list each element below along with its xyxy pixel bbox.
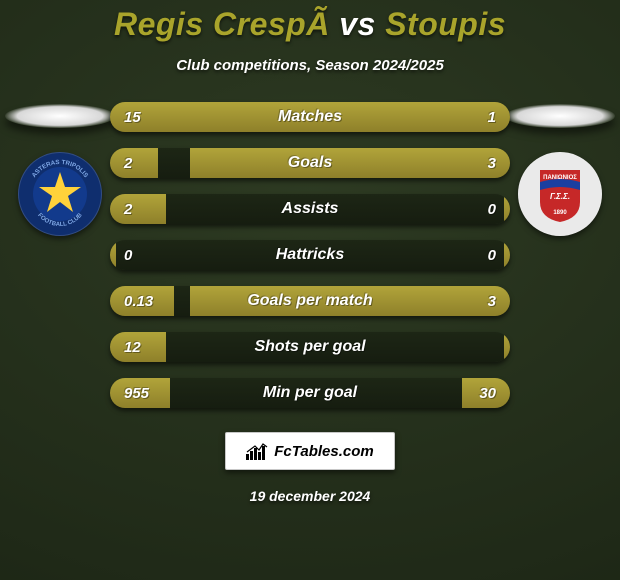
main-area: ASTERAS TRIPOLIS FOOTBALL CLUB ΠΑΝΙΩΝΙΟΣ… bbox=[0, 102, 620, 408]
footer-logo[interactable]: FcTables.com bbox=[225, 432, 395, 470]
stat-label: Assists bbox=[110, 194, 510, 224]
player2-name: Stoupis bbox=[385, 6, 506, 42]
player-silhouette-right bbox=[505, 104, 615, 128]
chart-icon bbox=[246, 442, 268, 460]
stat-row: 151Matches bbox=[110, 102, 510, 132]
stat-row: 23Goals bbox=[110, 148, 510, 178]
stat-label: Shots per goal bbox=[110, 332, 510, 362]
page-title: Regis CrespÃ vs Stoupis bbox=[0, 0, 620, 43]
stat-row: 00Hattricks bbox=[110, 240, 510, 270]
footer-date: 19 december 2024 bbox=[0, 488, 620, 504]
subtitle: Club competitions, Season 2024/2025 bbox=[0, 57, 620, 74]
stat-label: Goals bbox=[110, 148, 510, 178]
stat-row: 12Shots per goal bbox=[110, 332, 510, 362]
left-team-column: ASTERAS TRIPOLIS FOOTBALL CLUB bbox=[0, 102, 120, 236]
right-team-column: ΠΑΝΙΩΝΙΟΣ Γ.Σ.Σ. 1890 bbox=[500, 102, 620, 236]
panionios-badge-icon: ΠΑΝΙΩΝΙΟΣ Γ.Σ.Σ. 1890 bbox=[518, 152, 602, 236]
svg-text:1890: 1890 bbox=[553, 210, 567, 216]
stat-label: Min per goal bbox=[110, 378, 510, 408]
content: Regis CrespÃ vs Stoupis Club competition… bbox=[0, 0, 620, 580]
team-badge-right: ΠΑΝΙΩΝΙΟΣ Γ.Σ.Σ. 1890 bbox=[518, 152, 602, 236]
svg-text:Γ.Σ.Σ.: Γ.Σ.Σ. bbox=[550, 192, 570, 201]
stat-row: 95530Min per goal bbox=[110, 378, 510, 408]
stat-row: 0.133Goals per match bbox=[110, 286, 510, 316]
team-badge-left: ASTERAS TRIPOLIS FOOTBALL CLUB bbox=[18, 152, 102, 236]
asteras-badge-icon: ASTERAS TRIPOLIS FOOTBALL CLUB bbox=[18, 152, 102, 236]
stat-row: 20Assists bbox=[110, 194, 510, 224]
svg-text:ΠΑΝΙΩΝΙΟΣ: ΠΑΝΙΩΝΙΟΣ bbox=[543, 175, 577, 181]
stat-label: Matches bbox=[110, 102, 510, 132]
stat-label: Hattricks bbox=[110, 240, 510, 270]
vs-label: vs bbox=[339, 6, 376, 42]
player-silhouette-left bbox=[5, 104, 115, 128]
player1-name: Regis CrespÃ bbox=[114, 6, 330, 42]
stat-bars: 151Matches 23Goals 20Assists 00Hattricks 0.1… bbox=[110, 102, 510, 408]
footer-brand: FcTables.com bbox=[274, 443, 373, 460]
stat-label: Goals per match bbox=[110, 286, 510, 316]
